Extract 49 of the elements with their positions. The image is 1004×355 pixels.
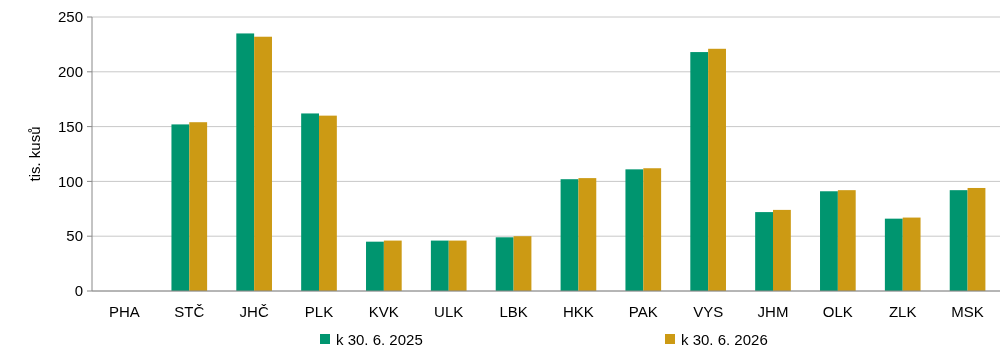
x-tick-label: PLK — [304, 303, 334, 320]
bar — [967, 187, 986, 291]
legend-label: k 30. 6. 2026 — [681, 331, 768, 349]
x-tick-label: LBK — [499, 303, 528, 320]
bar — [171, 124, 190, 291]
bar — [366, 241, 384, 291]
bar — [236, 33, 255, 291]
x-tick-label: STČ — [174, 303, 205, 320]
y-tick-label: 50 — [66, 227, 83, 245]
x-tick-label: PAK — [628, 303, 658, 320]
bar — [254, 36, 272, 291]
bar — [884, 218, 903, 291]
bar — [625, 169, 644, 291]
x-tick-label: HKK — [563, 303, 594, 320]
y-tick-label: 150 — [57, 117, 83, 135]
x-tick-label: ULK — [434, 303, 464, 320]
bar — [448, 240, 467, 291]
bar — [495, 237, 514, 291]
bar — [430, 240, 449, 291]
y-axis-title: tis. kusů — [26, 126, 43, 182]
x-tick-label: JHČ — [239, 303, 269, 320]
y-tick-label: 200 — [57, 63, 83, 81]
bar — [189, 122, 208, 291]
bar — [319, 115, 337, 291]
bar — [902, 217, 921, 291]
bar — [578, 178, 597, 291]
bar — [690, 52, 709, 291]
x-tick-label: VYS — [693, 303, 724, 320]
bar — [301, 113, 319, 291]
y-tick-label: 250 — [57, 8, 83, 26]
x-tick-label: KVK — [368, 303, 399, 320]
bar — [708, 48, 726, 291]
bar — [643, 168, 662, 291]
bar — [513, 236, 532, 291]
x-tick-label: MSK — [951, 303, 984, 320]
x-tick-label: ZLK — [888, 303, 917, 320]
y-tick-label: 0 — [74, 282, 83, 300]
x-tick-label: JHM — [757, 303, 789, 320]
bar — [773, 209, 791, 291]
bar — [837, 190, 856, 291]
bar — [949, 190, 968, 291]
bar — [383, 240, 402, 291]
bar — [820, 191, 838, 291]
bar — [755, 212, 773, 291]
x-tick-label: PHA — [109, 303, 140, 320]
legend-label: k 30. 6. 2025 — [336, 331, 423, 349]
bar — [560, 179, 579, 291]
y-tick-label: 100 — [57, 172, 83, 190]
x-tick-label: OLK — [822, 303, 853, 320]
